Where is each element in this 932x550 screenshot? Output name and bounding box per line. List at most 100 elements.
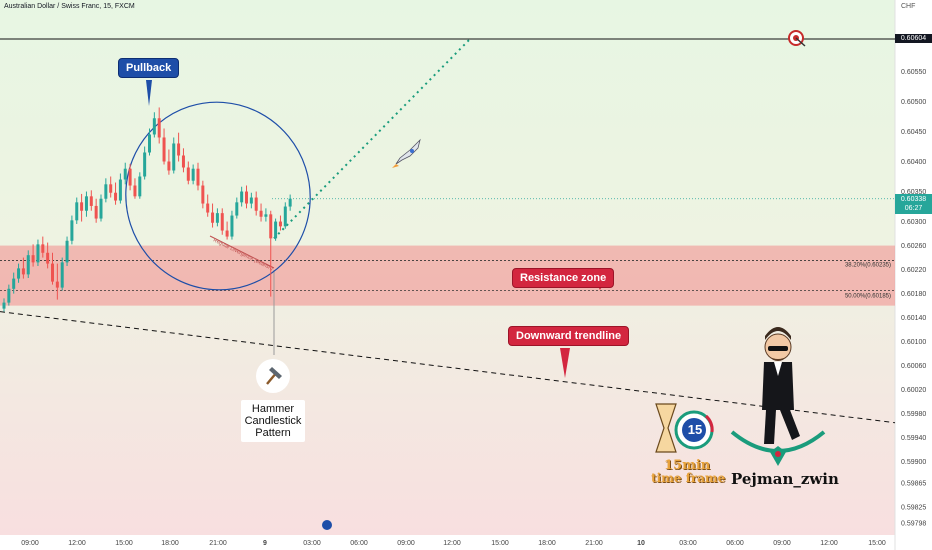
candle-bullish — [148, 134, 151, 153]
candle-bearish — [181, 155, 185, 168]
x-tick-label: 12:00 — [443, 540, 461, 547]
avatar-leg-right — [780, 410, 800, 440]
x-tick-label: 06:00 — [350, 540, 368, 547]
candle-bullish — [12, 278, 16, 289]
y-tick-label: 0.60300 — [901, 219, 926, 226]
hammer-line-3: Pattern — [255, 427, 291, 439]
candle-bearish — [225, 230, 229, 237]
candle-bullish — [152, 118, 156, 135]
x-tick-label: 18:00 — [538, 540, 556, 547]
logo-caption-2: time frame — [651, 471, 726, 485]
pullback-label[interactable]: Pullback — [118, 58, 180, 78]
candle-bullish — [264, 214, 268, 217]
y-tick-label: 0.60400 — [901, 159, 926, 166]
currency-label: CHF — [901, 3, 916, 10]
candle-bearish — [177, 143, 181, 156]
fib-382-label: 38.20%(0.60235) — [845, 263, 891, 269]
avatar-pin-dot — [775, 451, 781, 457]
x-tick-label: 21:00 — [585, 540, 603, 547]
pullback-circle — [125, 101, 311, 291]
candle-bullish — [118, 179, 122, 201]
y-tick-label: 0.60260 — [901, 243, 926, 250]
x-tick-label: 9 — [263, 540, 267, 547]
candle-bullish — [75, 202, 79, 221]
y-tick-label: 0.60180 — [901, 291, 926, 298]
author-name: Pejman_zwin — [731, 470, 839, 488]
candle-bullish — [191, 168, 195, 181]
y-tick-label: 0.59940 — [901, 435, 926, 442]
x-tick-label: 03:00 — [679, 540, 697, 547]
candle-bearish — [46, 252, 50, 264]
candle-bearish — [41, 244, 45, 253]
x-tick-label: 15:00 — [491, 540, 509, 547]
timer-badge-arc — [704, 414, 714, 433]
x-tick-label: 18:00 — [161, 540, 179, 547]
fib-50-label: 50.00%(0.60185) — [845, 294, 891, 300]
candle-bullish — [143, 152, 147, 177]
time-axis-panel — [0, 535, 932, 550]
pullback-pointer — [146, 80, 152, 106]
candle-bearish — [55, 281, 59, 288]
candle-bearish — [114, 192, 118, 201]
hourglass-icon — [655, 403, 677, 453]
hammer-pattern-label[interactable]: Hammer Candlestick Pattern — [241, 400, 305, 442]
x-tick-label: 09:00 — [21, 540, 39, 547]
candle-bearish — [186, 167, 190, 181]
y-tick-label: 0.60020 — [901, 387, 926, 394]
candle-bullish — [123, 168, 127, 180]
resistance-zone — [0, 245, 895, 306]
avatar-sunglasses — [768, 346, 788, 351]
x-tick-label: 15:00 — [115, 540, 133, 547]
y-tick-label: 0.60350 — [901, 189, 926, 196]
candle-bearish — [278, 221, 282, 227]
y-tick-label: 0.60450 — [901, 129, 926, 136]
candle-bearish — [269, 214, 273, 239]
candle-bullish — [84, 196, 88, 211]
candle-bullish — [7, 288, 11, 303]
candle-bullish — [215, 213, 219, 223]
timer-badge-number: 15 — [687, 422, 703, 437]
downward-trendline-label[interactable]: Downward trendline — [508, 326, 630, 346]
candle-bullish — [60, 262, 64, 288]
rocket-window — [410, 149, 414, 153]
y-tick-label: 0.60060 — [901, 363, 926, 370]
avatar-suit — [762, 362, 794, 410]
y-tick-label: 0.60500 — [901, 99, 926, 106]
chart-title: Australian Dollar / Swiss Franc, 15, FXC… — [4, 3, 135, 10]
candle-bearish — [167, 161, 171, 171]
hammer-line-1: Hammer — [251, 403, 295, 415]
y-tick-label: 0.59980 — [901, 411, 926, 418]
avatar-hair — [765, 327, 791, 340]
candle-bullish — [17, 268, 21, 279]
y-tick-label: 0.60140 — [901, 315, 926, 322]
candle-bullish — [172, 143, 176, 171]
candle-bullish — [65, 240, 69, 263]
trendline-pointer — [560, 348, 570, 378]
divergence-line — [209, 235, 275, 269]
x-tick-label: 09:00 — [397, 540, 415, 547]
current-price-value: 0.60338 — [900, 196, 927, 203]
x-tick-label: 06:00 — [726, 540, 744, 547]
hammer-line-2: Candlestick — [244, 415, 302, 427]
candle-bearish — [109, 184, 113, 193]
resistance-zone-label[interactable]: Resistance zone — [512, 268, 615, 288]
avatar-beard — [768, 356, 788, 361]
candle-bearish — [206, 203, 210, 213]
y-tick-label: 0.59865 — [901, 480, 926, 487]
projection-path — [273, 38, 471, 240]
candle-bullish — [288, 198, 292, 207]
downward-trendline — [0, 311, 896, 424]
candle-bearish — [21, 268, 25, 275]
avatar-shirt — [774, 362, 782, 376]
candle-bullish — [138, 176, 142, 197]
target-price-tag: 0.60604 — [895, 34, 932, 43]
candle-bearish — [157, 118, 161, 138]
candle-bullish — [36, 244, 40, 263]
x-tick-label: 12:00 — [68, 540, 86, 547]
candle-bullish — [70, 220, 74, 241]
y-tick-label: 0.59900 — [901, 459, 926, 466]
current-price-tag: 0.60338 06:27 — [895, 194, 932, 214]
candle-bullish — [283, 206, 287, 227]
target-icon-arrow — [795, 37, 806, 47]
